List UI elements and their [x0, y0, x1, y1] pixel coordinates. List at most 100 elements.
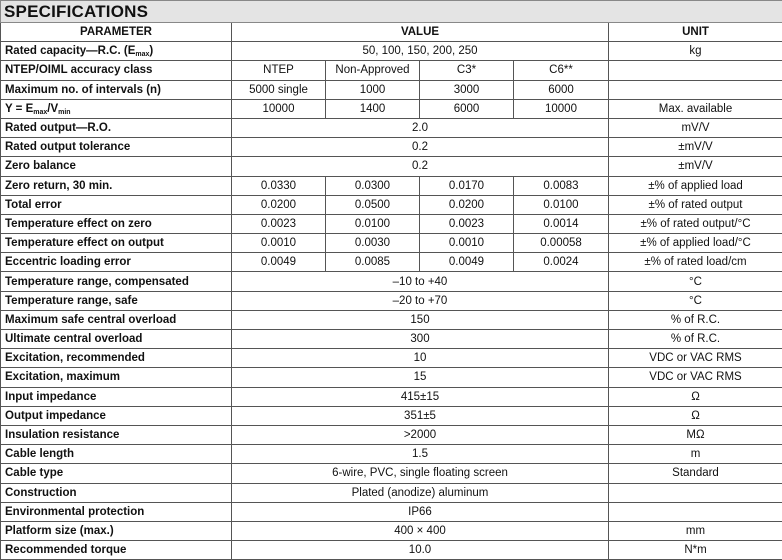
table-row: Temperature effect on zero 0.0023 0.0100 0.… [0, 213, 782, 235]
parameter-cell: Temperature range, compensated [0, 271, 232, 292]
parameter-cell: Eccentric loading error [0, 252, 232, 273]
parameter-text: Construction [5, 486, 77, 499]
value-cell: 10 [231, 348, 609, 369]
parameter-text: Total error [5, 198, 62, 211]
header-parameter: PARAMETER [0, 21, 232, 43]
parameter-cell: Rated capacity—R.C. (Emax) [0, 41, 232, 62]
parameter-text: Rated output—R.O. [5, 122, 112, 135]
header-value: VALUE [231, 21, 609, 43]
table-body: Rated capacity—R.C. (Emax) 50, 100, 150, … [0, 41, 782, 560]
value-cell: 5000 single [231, 79, 326, 100]
value-cell: 6000 [419, 98, 514, 119]
value-cell: 0.2 [231, 137, 609, 158]
table-row: Input impedance 415±15 Ω [0, 386, 782, 407]
parameter-text: Ultimate central overload [5, 333, 143, 346]
value-cell: 50, 100, 150, 200, 250 [231, 41, 609, 62]
unit-cell: ±% of rated load/cm [607, 252, 782, 273]
parameter-text: Excitation, recommended [5, 352, 145, 365]
parameter-text: Insulation resistance [5, 429, 120, 442]
parameter-cell: Maximum no. of intervals (n) [0, 79, 232, 100]
value-cell: 150 [231, 309, 609, 331]
unit-cell [607, 79, 782, 100]
unit-cell: ±% of applied load/°C [607, 233, 782, 254]
table-row: Excitation, recommended 10 VDC or VAC RMS [0, 348, 782, 369]
value-cell: 0.0010 [419, 233, 514, 254]
subscript: min [58, 108, 71, 116]
value-cell: 0.0200 [231, 194, 326, 215]
parameter-text: Maximum safe central overload [5, 313, 177, 326]
unit-cell: VDC or VAC RMS [607, 367, 782, 388]
unit-cell: Ω [607, 386, 782, 407]
value-cell: 415±15 [231, 386, 609, 407]
table-row: Cable length 1.5 m [0, 444, 782, 465]
parameter-cell: Temperature range, safe [0, 290, 232, 311]
value-cell: –20 to +70 [231, 290, 609, 311]
subscript: max [135, 51, 150, 59]
value-cell: 10000 [513, 98, 609, 119]
parameter-cell: Excitation, recommended [0, 348, 232, 369]
parameter-cell: Insulation resistance [0, 424, 232, 446]
value-cell: 0.0023 [231, 213, 326, 235]
parameter-text: Input impedance [5, 390, 97, 403]
parameter-text: Rated capacity—R.C. (E [5, 45, 136, 58]
value-cell: 0.0330 [231, 175, 326, 196]
value-cell: 10000 [231, 98, 326, 119]
value-cell: 0.0030 [325, 233, 420, 254]
parameter-text: Zero return, 30 min. [5, 179, 113, 192]
table-row: Eccentric loading error 0.0049 0.0085 0.004… [0, 252, 782, 273]
parameter-cell: Total error [0, 194, 232, 215]
unit-cell: ±mV/V [607, 137, 782, 158]
table-row: Temperature range, compensated –10 to +40… [0, 271, 782, 292]
value-cell: 2.0 [231, 117, 609, 139]
value-cell: 0.2 [231, 156, 609, 177]
value-cell: 0.0085 [325, 252, 420, 273]
value-cell: 0.0200 [419, 194, 514, 215]
parameter-cell: Excitation, maximum [0, 367, 232, 388]
table-row: Total error 0.0200 0.0500 0.0200 0.0100 ±% of… [0, 194, 782, 215]
parameter-cell: Input impedance [0, 386, 232, 407]
unit-cell: ±% of applied load [607, 175, 782, 196]
table-row: Construction Plated (anodize) aluminum [0, 482, 782, 503]
value-cell: 0.0300 [325, 175, 420, 196]
table-row: Rated output tolerance 0.2 ±mV/V [0, 137, 782, 158]
value-cell: 0.0014 [513, 213, 609, 235]
parameter-text: ) [149, 45, 154, 58]
unit-cell: mm [607, 520, 782, 542]
parameter-text: Y = E [5, 102, 34, 115]
parameter-cell: Construction [0, 482, 232, 503]
value-cell: 0.0100 [325, 213, 420, 235]
table-row: Temperature range, safe –20 to +70 °C [0, 290, 782, 311]
value-cell: Plated (anodize) aluminum [231, 482, 609, 503]
value-cell: –10 to +40 [231, 271, 609, 292]
parameter-cell: Maximum safe central overload [0, 309, 232, 331]
unit-cell: ±% of rated output [607, 194, 782, 215]
parameter-text: Cable length [5, 448, 75, 461]
value-cell: 0.0083 [513, 175, 609, 196]
parameter-text: Maximum no. of intervals (n) [5, 83, 161, 96]
parameter-cell: Temperature effect on output [0, 233, 232, 254]
parameter-cell: Temperature effect on zero [0, 213, 232, 235]
unit-cell: Max. available [607, 98, 782, 119]
value-cell: 0.0049 [419, 252, 514, 273]
value-cell: 1000 [325, 79, 420, 100]
unit-cell: mV/V [607, 117, 782, 139]
unit-cell [607, 60, 782, 81]
table-row: Y = Emax/Vmin 10000 1400 6000 10000 Max. avai… [0, 98, 782, 119]
parameter-text: Rated output tolerance [5, 141, 131, 154]
parameter-cell: Y = Emax/Vmin [0, 98, 232, 119]
parameter-text: NTEP/OIML accuracy class [5, 64, 153, 77]
unit-cell: kg [607, 41, 782, 62]
value-cell: 15 [231, 367, 609, 388]
value-cell: 0.0024 [513, 252, 609, 273]
value-cell: C6** [513, 60, 609, 81]
value-cell: 0.0100 [513, 194, 609, 215]
value-cell: 1.5 [231, 444, 609, 465]
unit-cell [607, 501, 782, 522]
parameter-text: Zero balance [5, 160, 76, 173]
table-row: NTEP/OIML accuracy class NTEP Non-Approved… [0, 60, 782, 81]
parameter-cell: Rated output tolerance [0, 137, 232, 158]
unit-cell [607, 482, 782, 503]
unit-cell: Ω [607, 405, 782, 426]
value-cell: 3000 [419, 79, 514, 100]
